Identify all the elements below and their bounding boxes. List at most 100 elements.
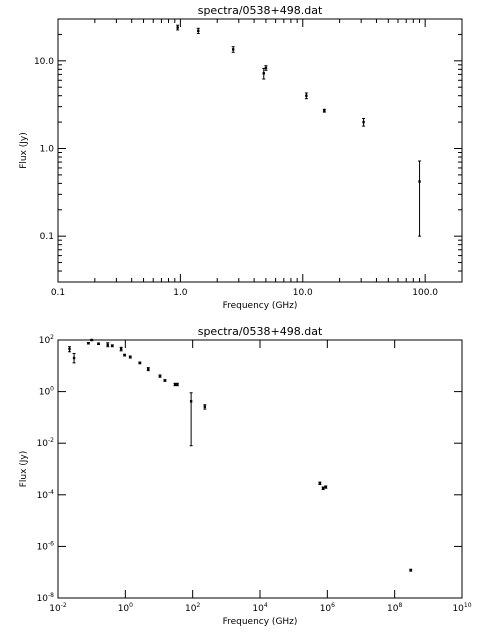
chart-1-point-marker (119, 347, 123, 351)
chart-1-data-point (158, 374, 162, 378)
chart-1-y-tick-exp: -2 (48, 437, 54, 444)
chart-0-ylabel: Flux (Jy) (19, 132, 29, 169)
chart-0-point-marker (262, 72, 265, 75)
chart-1-point-marker (324, 485, 327, 489)
chart-1-data-point (68, 346, 72, 353)
chart-1-x-tick-label: 108 (387, 602, 402, 614)
chart-1-data-point (128, 355, 132, 359)
chart-1-x-tick-label: 10-2 (49, 602, 67, 614)
chart-1-data-point (175, 382, 179, 387)
chart-1-x-tick-label: 106 (320, 602, 335, 614)
chart-1-y-tick-base: 10 (37, 542, 49, 552)
chart-1-point-marker (111, 344, 114, 347)
chart-1-xlabel: Frequency (GHz) (223, 617, 298, 627)
chart-1-point-marker (138, 361, 142, 365)
chart-0-point-marker (176, 26, 179, 29)
chart-1-y-tick-label: 10-4 (37, 489, 55, 501)
chart-1-data-point (324, 485, 328, 489)
chart-0-data-point (176, 24, 180, 31)
chart-1-x-tick-exp: 8 (398, 602, 402, 609)
chart-0-xlabel: Frequency (GHz) (223, 301, 298, 311)
chart-1-data-point (163, 379, 167, 382)
chart-1-data-point (189, 392, 193, 447)
chart-0-data-point (196, 27, 200, 34)
chart-1-data-point (110, 344, 114, 348)
chart-1-data-point (106, 342, 110, 348)
chart-1-x-tick-base: 10 (452, 604, 464, 614)
chart-1-y-tick-exp: -8 (48, 592, 54, 599)
chart-0-point-marker (264, 66, 268, 70)
chart-0-point-marker (362, 120, 365, 124)
chart-1-y-tick-base: 10 (39, 336, 51, 346)
chart-1-x-tick-base: 10 (320, 604, 332, 614)
chart-1-point-marker (176, 383, 179, 386)
chart-1-y-tick-label: 10-2 (37, 437, 55, 449)
chart-1-title: spectra/0538+498.dat (198, 325, 323, 338)
chart-0-data-point (322, 108, 326, 113)
chart-1-plot-frame (57, 339, 463, 599)
chart-0-x-tick-label: 0.1 (51, 288, 65, 298)
chart-0-plot-frame (57, 18, 463, 283)
chart-1-x-tick-exp: 10 (464, 602, 472, 609)
chart-1-data-point (318, 481, 322, 486)
chart-0-x-tick-label: 10.0 (293, 288, 313, 298)
chart-1-x-tick-label: 102 (185, 602, 200, 614)
chart-1-point-marker (163, 379, 167, 382)
chart-1-y-tick-exp: -4 (48, 489, 54, 496)
chart-0-data-point (304, 92, 308, 100)
chart-1-point-marker (68, 347, 71, 351)
chart-1-y-tick-base: 10 (37, 491, 49, 501)
chart-1-point-marker (321, 487, 325, 490)
chart-0-title: spectra/0538+498.dat (198, 4, 323, 17)
chart-1-data-point (321, 486, 325, 491)
chart-1-y-tick-base: 10 (37, 439, 49, 449)
chart-1-data-point (119, 346, 123, 352)
chart-1-data-point (72, 352, 76, 364)
chart-1-point-marker (106, 343, 109, 347)
chart-1-point-marker (72, 356, 76, 360)
chart-1-data-point (90, 338, 94, 342)
chart-1-point-marker (189, 400, 193, 403)
chart-1-x-tick-base: 10 (252, 604, 264, 614)
chart-0-point-marker (418, 180, 421, 183)
chart-0-y-tick-label: 1.0 (40, 144, 55, 154)
chart-1-y-tick-label: 10-6 (37, 540, 55, 552)
chart-1-y-tick-base: 10 (39, 388, 51, 398)
chart-1-x-tick-exp: 0 (129, 602, 133, 609)
chart-0-point-marker (231, 48, 235, 51)
chart-1-point-marker (318, 482, 322, 485)
chart-1-data-point (97, 342, 101, 345)
chart-1-point-marker (87, 342, 90, 345)
chart-1-ylabel: Flux (Jy) (19, 451, 29, 488)
chart-1-point-marker (123, 353, 126, 357)
chart-0-point-marker (305, 94, 308, 97)
chart-1-x-tick-exp: 2 (196, 602, 200, 609)
chart-1-point-marker (158, 374, 162, 378)
chart-1-data-point (203, 404, 207, 410)
chart-1-x-tick-base: 10 (387, 604, 399, 614)
chart-0-y-tick-label: 0.1 (40, 232, 54, 242)
chart-1-y-tick-label: 100 (39, 386, 54, 398)
chart-1-y-tick-exp: -6 (48, 540, 54, 547)
chart-top: spectra/0538+498.dat Frequency (GHz) Flux … (19, 4, 463, 311)
chart-1-x-tick-base: 10 (185, 604, 197, 614)
chart-1-point-marker (173, 383, 177, 386)
chart-0-x-tick-label: 1.0 (173, 288, 188, 298)
chart-1-point-marker (147, 367, 150, 371)
chart-1-x-tick-label: 100 (118, 602, 133, 614)
chart-1-data-point (138, 361, 142, 365)
chart-1-point-marker (129, 355, 132, 359)
chart-0-point-marker (197, 29, 200, 33)
chart-1-point-marker (203, 405, 207, 408)
chart-1-y-tick-exp: 0 (50, 386, 54, 393)
chart-0-data-point (418, 160, 422, 237)
chart-0-x-tick-label: 100.0 (412, 288, 438, 298)
chart-1-x-tick-base: 10 (118, 604, 130, 614)
chart-1-data-point (123, 353, 127, 357)
chart-1-y-tick-base: 10 (37, 594, 49, 604)
chart-1-data-point (409, 568, 413, 572)
chart-1-x-tick-exp: 6 (331, 602, 335, 609)
chart-bottom: spectra/0538+498.dat Frequency (GHz) Flux … (19, 325, 472, 627)
chart-0-data-point (362, 117, 366, 127)
